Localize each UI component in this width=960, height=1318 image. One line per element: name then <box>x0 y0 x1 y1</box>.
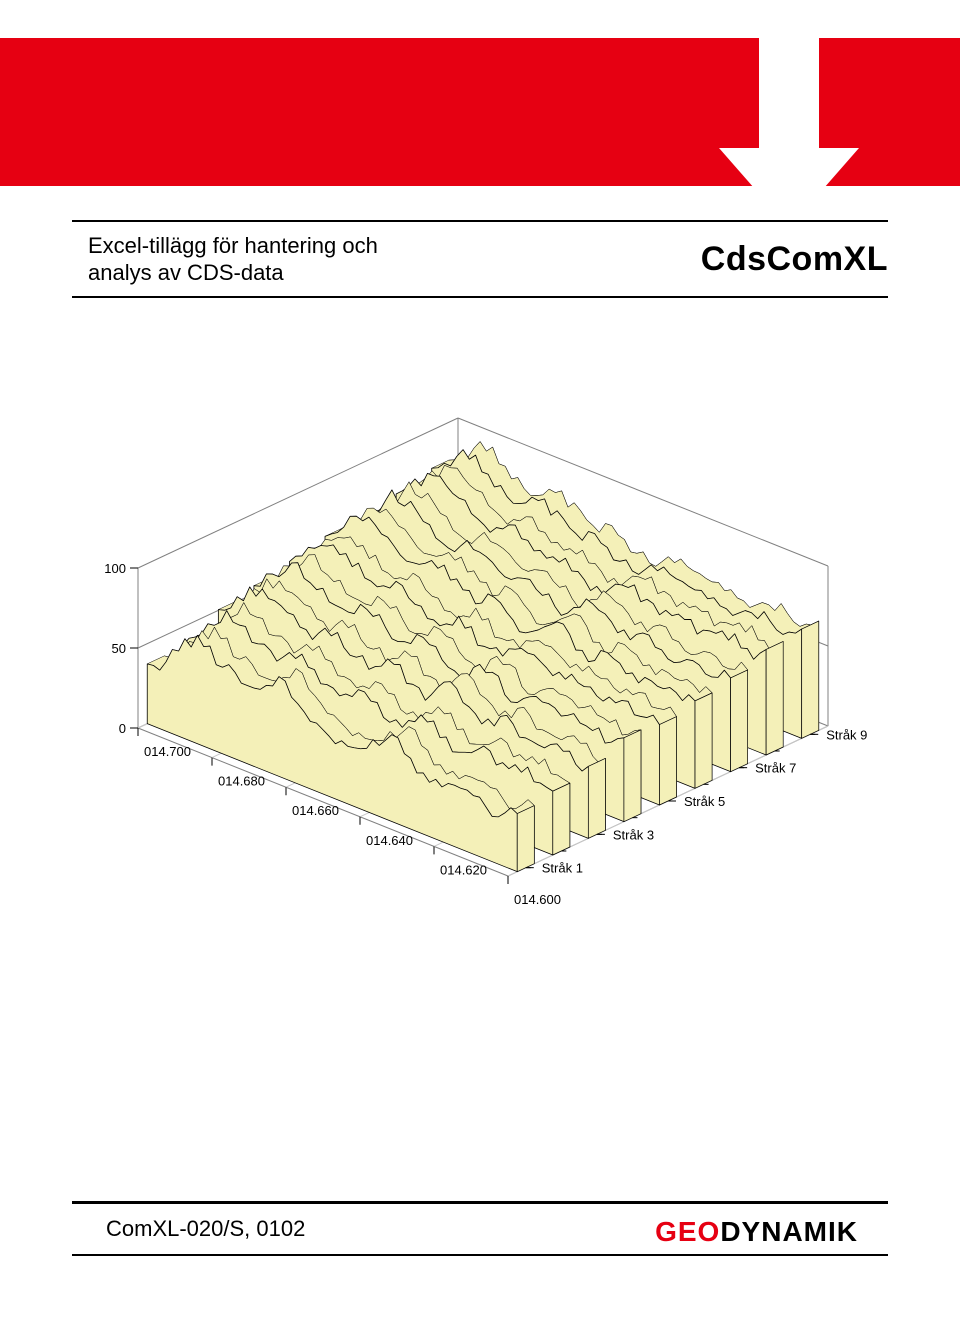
svg-text:014.660: 014.660 <box>292 803 339 818</box>
svg-text:0: 0 <box>119 721 126 736</box>
svg-text:014.620: 014.620 <box>440 862 487 877</box>
svg-text:100: 100 <box>104 561 126 576</box>
svg-text:014.600: 014.600 <box>514 892 561 907</box>
footer-rule-bottom <box>72 1254 888 1256</box>
svg-text:014.700: 014.700 <box>144 744 191 759</box>
svg-text:Stråk 5: Stråk 5 <box>684 794 725 809</box>
title-rule-bottom <box>72 296 888 298</box>
svg-text:Stråk 3: Stråk 3 <box>613 827 654 842</box>
footer-rule-top <box>72 1201 888 1204</box>
ribbon-chart: 0 50 100 014.700 014.680 014.660 014.640 014.62… <box>88 398 888 918</box>
brand-logo: GEODYNAMIK <box>655 1216 858 1248</box>
document-code: ComXL-020/S, 0102 <box>106 1216 305 1242</box>
subtitle-line-2: analys av CDS-data <box>88 260 284 285</box>
svg-text:Stråk 1: Stråk 1 <box>542 861 583 876</box>
header-bar <box>0 38 960 186</box>
svg-text:Stråk 7: Stråk 7 <box>755 761 796 776</box>
brand-red-part: GEO <box>655 1216 720 1247</box>
svg-text:014.680: 014.680 <box>218 774 265 789</box>
brand-black-part: DYNAMIK <box>720 1216 858 1247</box>
subtitle-line-1: Excel-tillägg för hantering och <box>88 233 378 258</box>
product-title: CdsComXL <box>701 240 888 279</box>
down-arrow-icon <box>714 38 864 255</box>
svg-text:Stråk 9: Stråk 9 <box>826 727 867 742</box>
title-rule-top <box>72 220 888 222</box>
svg-text:014.640: 014.640 <box>366 833 413 848</box>
page: Excel-tillägg för hantering och analys a… <box>0 0 960 1318</box>
subtitle: Excel-tillägg för hantering och analys a… <box>88 232 378 287</box>
title-row: Excel-tillägg för hantering och analys a… <box>88 224 888 294</box>
svg-text:50: 50 <box>112 641 126 656</box>
